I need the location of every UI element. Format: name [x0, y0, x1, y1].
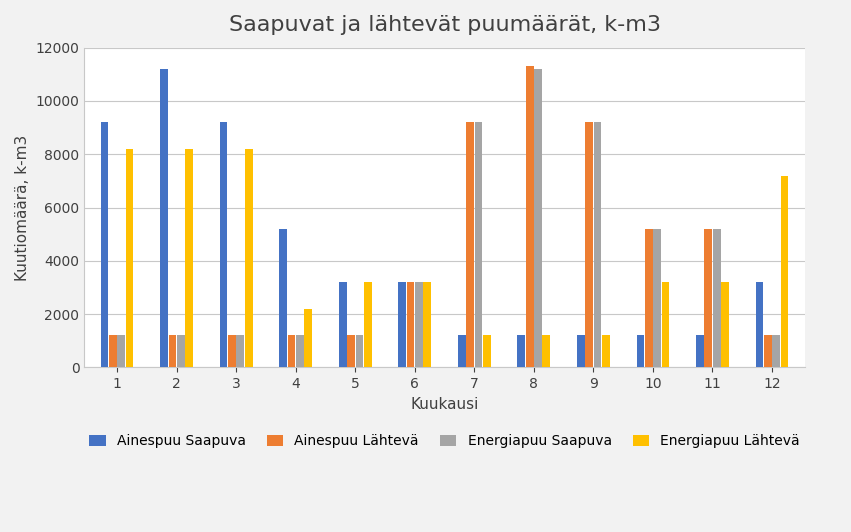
Bar	[466, 122, 474, 368]
Bar	[424, 282, 431, 368]
Bar	[780, 176, 788, 368]
Bar	[100, 122, 108, 368]
Bar	[542, 336, 551, 368]
Bar	[585, 122, 593, 368]
Bar	[305, 309, 312, 368]
Bar	[458, 336, 465, 368]
Bar	[637, 336, 644, 368]
Bar	[407, 282, 414, 368]
Bar	[645, 229, 653, 368]
Bar	[245, 149, 253, 368]
Bar	[756, 282, 763, 368]
Bar	[526, 66, 534, 368]
Bar	[126, 149, 134, 368]
Title: Saapuvat ja lähtevät puumäärät, k-m3: Saapuvat ja lähtevät puumäärät, k-m3	[229, 15, 660, 35]
Bar	[483, 336, 491, 368]
Bar	[415, 282, 423, 368]
Bar	[654, 229, 661, 368]
Bar	[364, 282, 372, 368]
Bar	[705, 229, 712, 368]
Bar	[160, 69, 168, 368]
Bar	[109, 336, 117, 368]
Bar	[696, 336, 704, 368]
Bar	[773, 336, 780, 368]
Bar	[347, 336, 355, 368]
Bar	[517, 336, 525, 368]
Bar	[398, 282, 406, 368]
Bar	[220, 122, 227, 368]
Bar	[475, 122, 483, 368]
Y-axis label: Kuutiomäärä, k-m3: Kuutiomäärä, k-m3	[15, 135, 30, 281]
X-axis label: Kuukausi: Kuukausi	[410, 397, 479, 412]
Bar	[764, 336, 772, 368]
Legend: Ainespuu Saapuva, Ainespuu Lähtevä, Energiapuu Saapuva, Energiapuu Lähtevä: Ainespuu Saapuva, Ainespuu Lähtevä, Ener…	[83, 429, 806, 454]
Bar	[177, 336, 185, 368]
Bar	[168, 336, 176, 368]
Bar	[534, 69, 542, 368]
Bar	[661, 282, 670, 368]
Bar	[356, 336, 363, 368]
Bar	[237, 336, 244, 368]
Bar	[288, 336, 295, 368]
Bar	[186, 149, 193, 368]
Bar	[339, 282, 346, 368]
Bar	[602, 336, 610, 368]
Bar	[713, 229, 721, 368]
Bar	[279, 229, 287, 368]
Bar	[577, 336, 585, 368]
Bar	[721, 282, 728, 368]
Bar	[117, 336, 125, 368]
Bar	[594, 122, 602, 368]
Bar	[296, 336, 304, 368]
Bar	[228, 336, 236, 368]
